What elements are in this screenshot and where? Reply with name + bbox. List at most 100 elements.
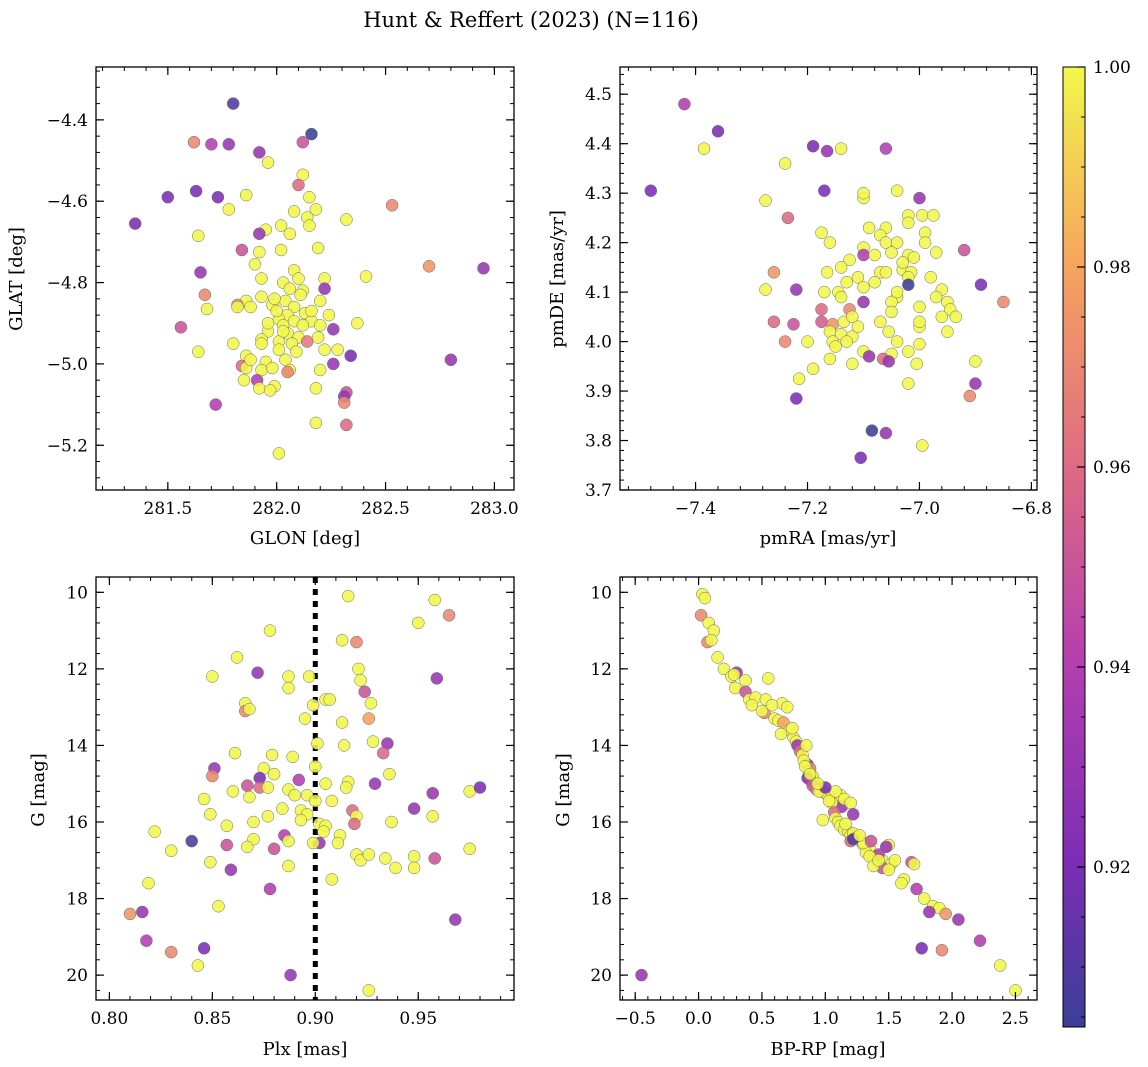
data-point (834, 261, 848, 274)
data-point (778, 157, 792, 170)
data-point (274, 243, 288, 257)
x-tick-label: 1.0 (812, 1009, 839, 1029)
x-tick-label: 283.0 (470, 499, 519, 519)
y-tick-label: −4.4 (47, 111, 88, 131)
data-point (890, 184, 904, 197)
y-tick-label: −5.0 (47, 355, 88, 375)
data-point (379, 852, 392, 865)
data-point (745, 698, 759, 712)
data-point (123, 907, 137, 921)
data-point (890, 236, 904, 249)
y-tick-label: 16 (590, 813, 612, 833)
x-axis-label: Plx [mas] (263, 1039, 348, 1060)
colorbar-tick-label: 0.92 (1093, 858, 1131, 878)
data-point (839, 817, 852, 831)
data-point (281, 365, 294, 379)
data-point (263, 624, 277, 637)
data-point (896, 256, 909, 269)
data-point (915, 942, 928, 955)
x-tick-label: −7.4 (675, 499, 716, 519)
data-point (840, 335, 853, 348)
data-point (255, 272, 268, 285)
colorbar-tick-label: 0.94 (1093, 658, 1131, 678)
x-tick-label: −7.2 (787, 499, 828, 519)
data-point (790, 283, 803, 296)
data-point (846, 357, 859, 371)
data-point (255, 337, 268, 350)
data-point (840, 275, 853, 289)
data-point (426, 810, 439, 823)
data-point (200, 302, 214, 316)
data-point (811, 777, 824, 790)
data-point (879, 266, 893, 279)
data-point (765, 698, 779, 712)
data-point (311, 241, 325, 255)
data-point (243, 702, 256, 716)
data-point (274, 219, 288, 232)
y-tick-label: 10 (590, 583, 612, 603)
data-point (762, 672, 775, 685)
data-point (874, 315, 887, 329)
data-point (192, 345, 205, 358)
data-point (787, 318, 800, 331)
data-point (267, 842, 281, 856)
data-point (473, 781, 487, 794)
x-tick-label: 0.0 (685, 1009, 712, 1029)
data-point (174, 321, 188, 334)
data-point (192, 229, 205, 243)
data-point (241, 840, 254, 854)
data-point (902, 345, 915, 358)
data-point (283, 227, 297, 241)
data-point (857, 248, 870, 262)
data-point (226, 337, 240, 350)
data-point (428, 593, 441, 607)
data-point (426, 787, 439, 800)
data-point (350, 635, 363, 649)
data-point (266, 361, 279, 375)
data-point (317, 825, 330, 838)
data-point (313, 363, 327, 377)
data-point (697, 142, 711, 155)
data-point (128, 217, 142, 230)
data-point (261, 316, 275, 330)
proper-motion-panel: pmRA [mas/yr] pmDE [mas/yr] −7.4 −7.2 −7.0… (547, 66, 1052, 549)
y-tick-label: 4.1 (585, 283, 612, 303)
colorbar-tick-label: 1.00 (1093, 58, 1131, 78)
data-point (477, 262, 490, 275)
data-point (412, 616, 425, 630)
data-point (261, 781, 275, 794)
y-tick-label: −5.2 (47, 436, 88, 456)
x-tick-label: 0.90 (296, 1009, 334, 1029)
y-tick-label: 18 (66, 890, 88, 910)
data-point (318, 343, 331, 356)
data-point (309, 760, 322, 773)
data-point (389, 861, 402, 875)
data-point (882, 863, 895, 877)
data-point (282, 859, 295, 873)
data-point (248, 258, 262, 271)
data-point (924, 271, 937, 284)
data-point (929, 290, 943, 304)
data-point (882, 355, 895, 368)
data-point (910, 882, 923, 896)
parallax-magnitude-panel: Plx [mas] G [mag] 0.80 0.85 0.90 0.95 10 12 14… (28, 576, 515, 1060)
data-point (823, 352, 837, 366)
data-point (635, 968, 648, 982)
data-point (296, 135, 310, 149)
x-tick-label: 0.80 (90, 1009, 128, 1029)
y-tick-label: 16 (66, 813, 88, 833)
data-point (790, 392, 803, 405)
data-point (325, 794, 339, 808)
data-point (206, 670, 219, 683)
data-point (913, 315, 926, 329)
data-point (862, 221, 876, 235)
data-point (717, 662, 731, 676)
data-point (913, 191, 926, 205)
data-point (292, 773, 306, 787)
data-point (309, 382, 323, 395)
data-point (711, 651, 724, 664)
data-point (294, 288, 307, 302)
x-tick-label: 2.5 (1002, 1009, 1029, 1029)
data-point (952, 913, 965, 926)
data-point (263, 882, 277, 896)
